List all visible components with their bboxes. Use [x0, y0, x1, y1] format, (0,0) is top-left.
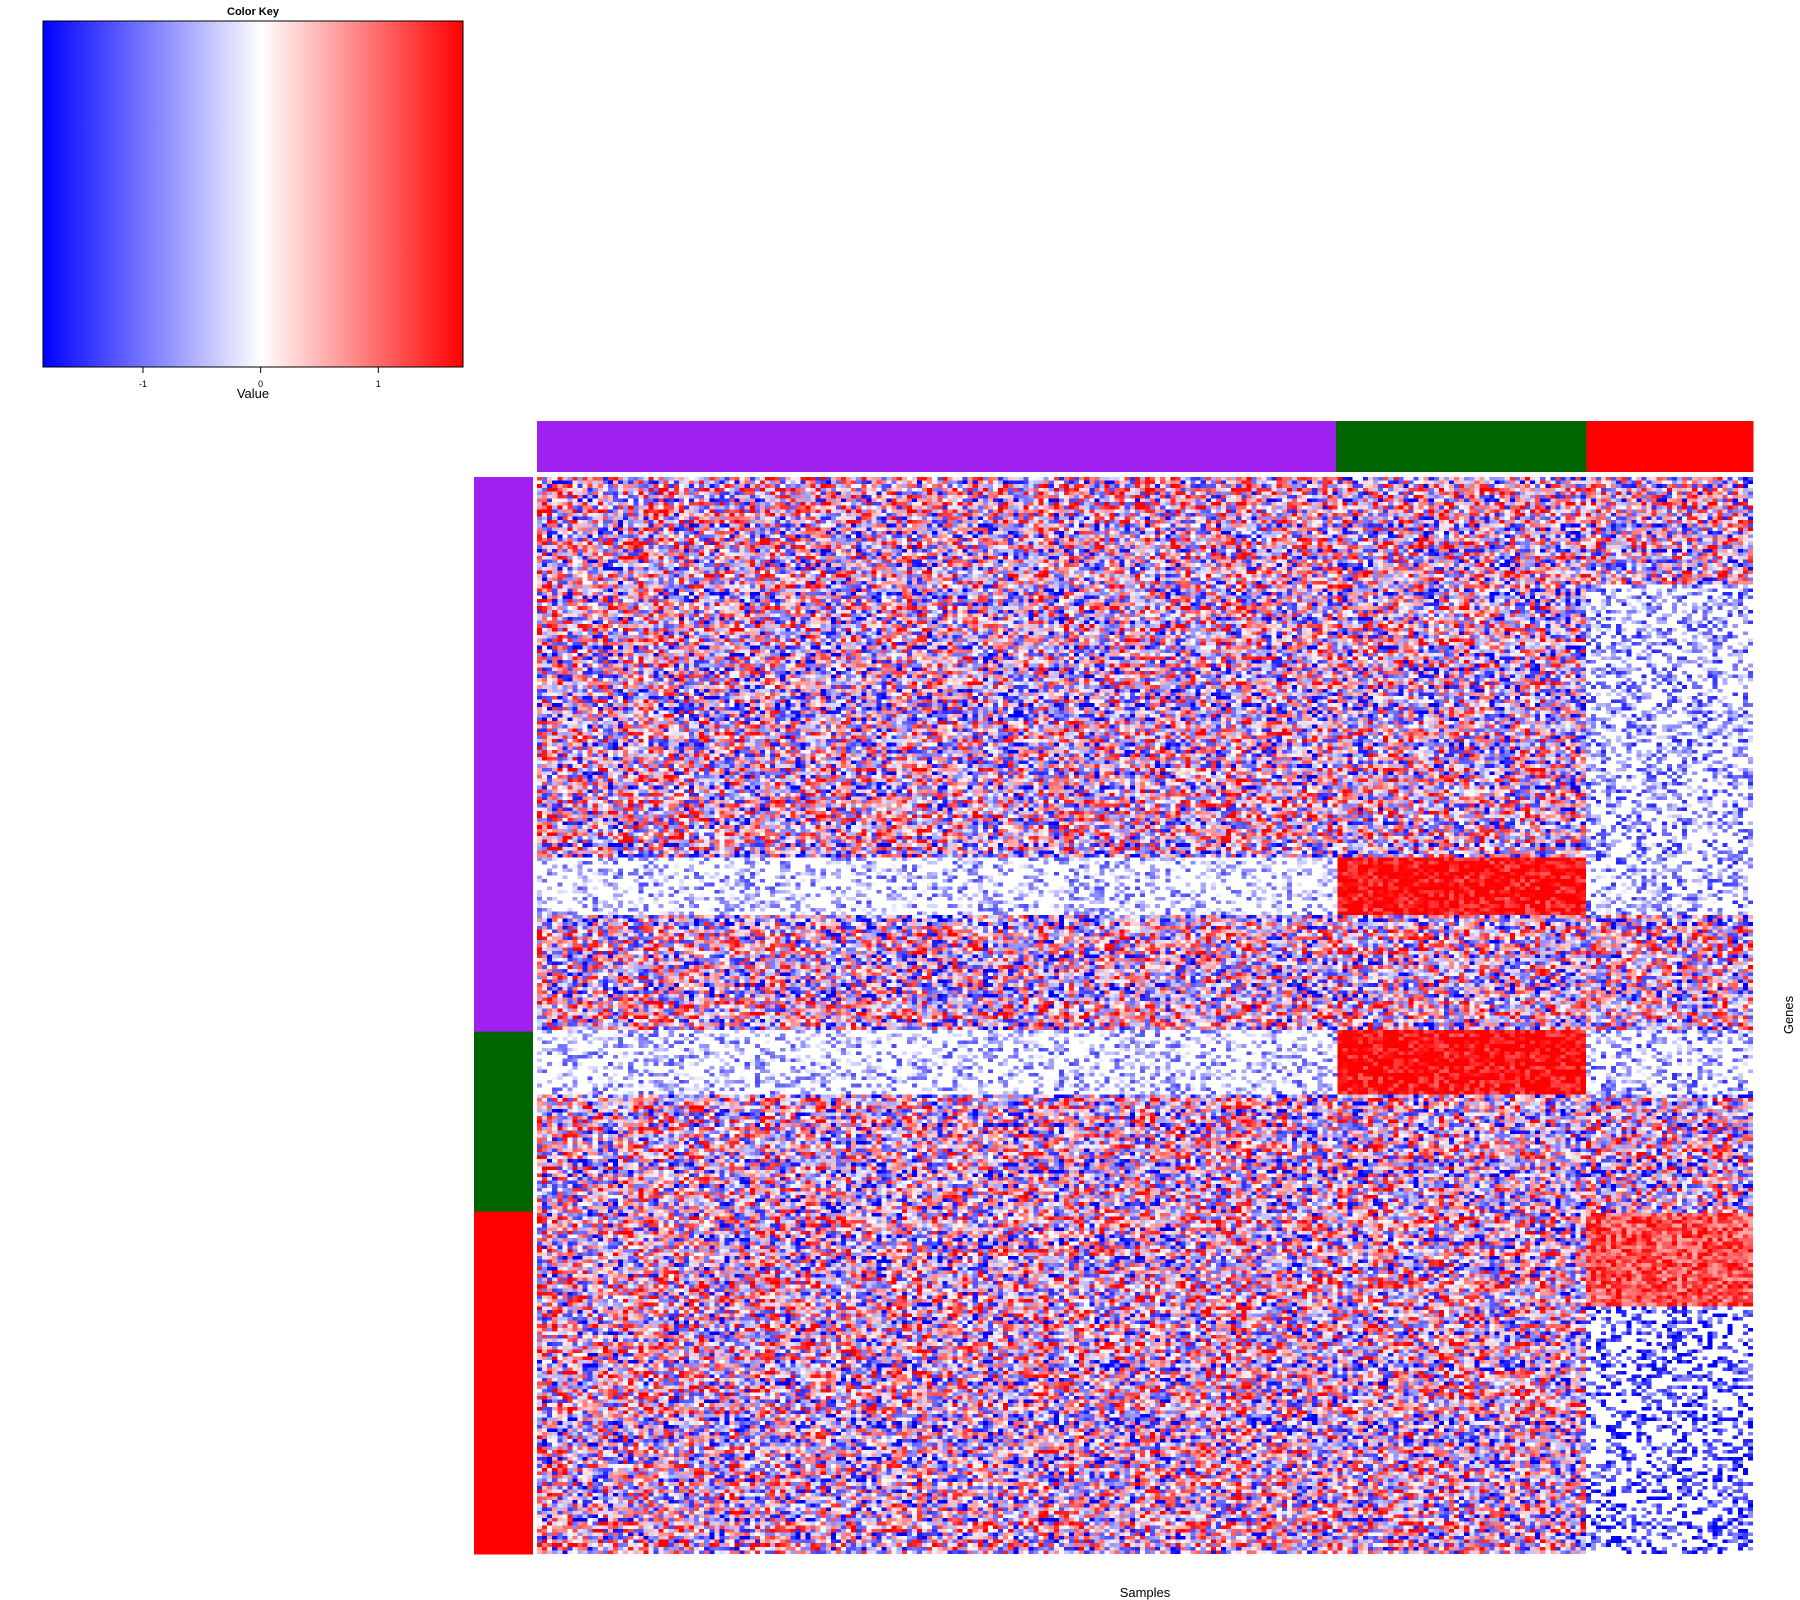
heatmap-matrix [537, 477, 1753, 1554]
row-group-bar [474, 477, 533, 1555]
x-axis-label: Samples [1120, 1585, 1171, 1600]
color-key-tick-label: 0 [258, 379, 263, 389]
row-group-3 [474, 1211, 533, 1555]
column-group-bar [537, 421, 1754, 472]
row-group-2 [474, 1031, 533, 1213]
color-key: Color Key -1 0 1 Value [42, 6, 464, 401]
y-axis-label: Genes [1781, 995, 1796, 1034]
column-group-1 [537, 421, 1337, 472]
color-key-tick-label: 1 [376, 379, 381, 389]
color-key-title: Color Key [227, 6, 280, 18]
color-key-ticks: -1 0 1 [139, 367, 381, 389]
row-group-1 [474, 477, 533, 1033]
heatmap-cells [537, 477, 1753, 1554]
column-group-2 [1335, 421, 1587, 472]
color-key-gradient [42, 20, 464, 368]
column-group-3 [1586, 421, 1754, 472]
color-key-tick-label: -1 [139, 379, 147, 389]
color-key-axis-label: Value [237, 386, 269, 401]
